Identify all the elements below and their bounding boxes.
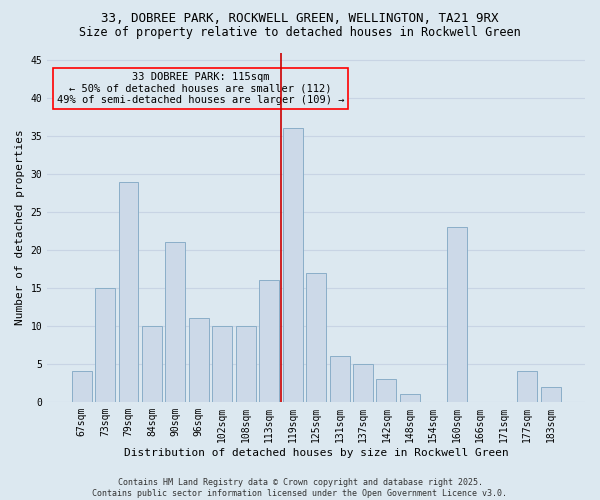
Bar — [166, 242, 185, 402]
Bar — [283, 128, 302, 402]
Bar — [400, 394, 420, 402]
Text: 33, DOBREE PARK, ROCKWELL GREEN, WELLINGTON, TA21 9RX: 33, DOBREE PARK, ROCKWELL GREEN, WELLING… — [101, 12, 499, 26]
Bar — [212, 326, 232, 402]
X-axis label: Distribution of detached houses by size in Rockwell Green: Distribution of detached houses by size … — [124, 448, 508, 458]
Text: Size of property relative to detached houses in Rockwell Green: Size of property relative to detached ho… — [79, 26, 521, 39]
Bar — [353, 364, 373, 402]
Bar — [329, 356, 350, 402]
Bar — [517, 372, 537, 402]
Bar — [376, 379, 397, 402]
Bar — [306, 272, 326, 402]
Bar — [236, 326, 256, 402]
Bar — [259, 280, 279, 402]
Bar — [71, 372, 92, 402]
Bar — [119, 182, 139, 402]
Bar — [189, 318, 209, 402]
Bar — [541, 386, 560, 402]
Text: 33 DOBREE PARK: 115sqm
← 50% of detached houses are smaller (112)
49% of semi-de: 33 DOBREE PARK: 115sqm ← 50% of detached… — [56, 72, 344, 105]
Bar — [142, 326, 162, 402]
Bar — [95, 288, 115, 402]
Bar — [447, 227, 467, 402]
Y-axis label: Number of detached properties: Number of detached properties — [15, 130, 25, 325]
Text: Contains HM Land Registry data © Crown copyright and database right 2025.
Contai: Contains HM Land Registry data © Crown c… — [92, 478, 508, 498]
